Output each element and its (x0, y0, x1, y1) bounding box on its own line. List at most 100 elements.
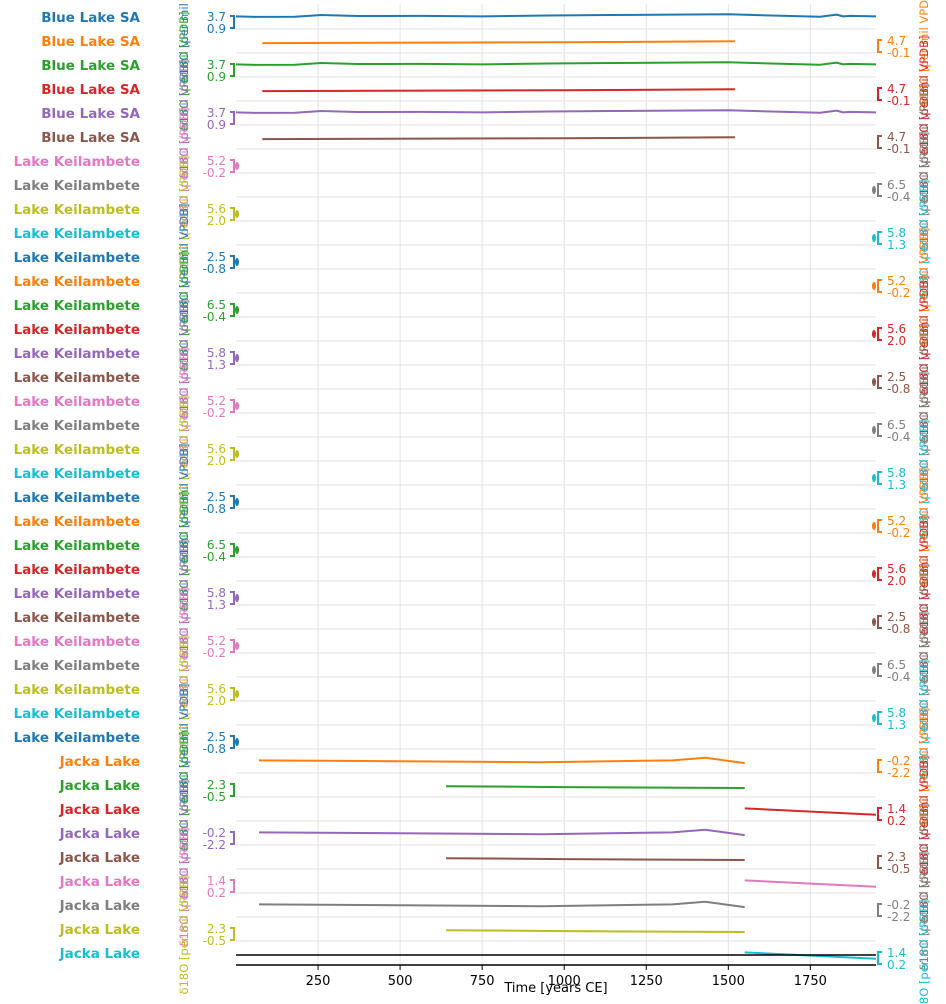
series-name-label: Lake Keilambete (14, 298, 140, 314)
y-tick-min: -2.2 (887, 766, 910, 780)
y-axis-bracket (230, 927, 235, 941)
y-tick-max: 5.8 (207, 586, 226, 600)
y-tick-min: -0.8 (887, 622, 910, 636)
y-axis-bracket (877, 87, 882, 101)
y-tick-min: 2.0 (207, 214, 226, 228)
y-tick-min: 2.0 (887, 334, 906, 348)
series-line (262, 136, 735, 141)
series-name-label: Blue Lake SA (41, 58, 140, 74)
series-stub-marker (235, 690, 239, 698)
y-tick-min: -0.2 (203, 406, 226, 420)
y-unit-label: δ18O [per mil VPDB] (917, 900, 931, 1004)
y-axis-bracket (877, 279, 882, 293)
series-name-label: Jacka Lake (59, 898, 140, 914)
y-axis-bracket (230, 399, 235, 413)
y-unit-label: δ18O [per mil VPDB] (917, 324, 931, 443)
y-unit-label: δ18O [per mil VPDB] (917, 36, 931, 155)
series-name-label: Lake Keilambete (14, 226, 140, 242)
series-stub-marker (235, 450, 239, 458)
y-axis-bracket (230, 111, 235, 125)
y-axis-bracket (877, 903, 882, 917)
series-line (446, 857, 745, 861)
y-tick-max: -0.2 (887, 898, 910, 912)
y-tick-max: 5.2 (207, 154, 226, 168)
series-line (446, 785, 745, 789)
series-stub-marker (235, 210, 239, 218)
y-tick-min: -0.5 (203, 790, 226, 804)
y-tick-min: -0.4 (887, 430, 910, 444)
y-tick-max: 2.5 (207, 490, 226, 504)
series-stub-marker (872, 570, 876, 578)
series-line (235, 109, 877, 114)
series-name-label: Blue Lake SA (41, 82, 140, 98)
series-name-label: Blue Lake SA (41, 10, 140, 26)
y-axis-bracket (230, 15, 235, 29)
series-line (744, 807, 877, 816)
series-name-label: Jacka Lake (59, 754, 140, 770)
y-tick-min: 1.3 (887, 238, 906, 252)
series-stub-marker (235, 546, 239, 554)
series-line (258, 900, 745, 909)
y-tick-max: 6.5 (887, 658, 906, 672)
y-axis-bracket (877, 423, 882, 437)
y-unit-label: δ18O [per mil VPDB] (177, 828, 191, 947)
series-name-label: Lake Keilambete (14, 394, 140, 410)
y-tick-max: 2.5 (207, 250, 226, 264)
series-stub-marker (235, 642, 239, 650)
y-tick-min: 1.3 (207, 598, 226, 612)
y-tick-min: -0.5 (203, 934, 226, 948)
y-tick-min: 2.0 (207, 694, 226, 708)
y-unit-label: δ18O [per mil VPDB] (177, 636, 191, 755)
series-name-label: Lake Keilambete (14, 706, 140, 722)
series-stub-marker (235, 594, 239, 602)
series-name-label: Lake Keilambete (14, 178, 140, 194)
y-unit-label: δ18O [per mil VPDB] (177, 12, 191, 131)
y-unit-label: δ18O [per mil VPDB] (177, 0, 191, 82)
series-stub-marker (872, 522, 876, 530)
series-name-label: Lake Keilambete (14, 514, 140, 530)
series-name-label: Jacka Lake (59, 778, 140, 794)
y-axis-bracket (877, 807, 882, 821)
series-name-label: Lake Keilambete (14, 538, 140, 554)
y-unit-label: δ18O [per mil VPDB] (177, 492, 191, 611)
series-name-label: Lake Keilambete (14, 250, 140, 266)
y-tick-min: 1.3 (887, 478, 906, 492)
y-axis-bracket (230, 303, 235, 317)
y-unit-label: δ18O [per mil VPDB] (917, 516, 931, 635)
y-axis-bracket (877, 39, 882, 53)
y-tick-max: 5.2 (207, 394, 226, 408)
series-name-label: Lake Keilambete (14, 634, 140, 650)
x-axis: 250 500 750 1000 1250 1500 1750 (236, 954, 876, 989)
series-name-label: Lake Keilambete (14, 682, 140, 698)
y-axis-bracket (877, 231, 882, 245)
y-tick-min: -2.2 (887, 910, 910, 924)
series-name-label: Jacka Lake (59, 922, 140, 938)
y-tick-max: 6.5 (887, 178, 906, 192)
x-tick-label: 1000 (548, 974, 581, 989)
series-name-label: Jacka Lake (59, 850, 140, 866)
y-unit-label: δ18O [per mil VPDB] (177, 204, 191, 323)
y-axis-bracket (877, 519, 882, 533)
y-unit-label: δ18O [per mil VPDB] (917, 804, 931, 923)
y-tick-max: 4.7 (887, 82, 906, 96)
y-tick-min: -0.2 (203, 646, 226, 660)
x-tick-label: 500 (388, 974, 413, 989)
y-tick-max: 6.5 (887, 418, 906, 432)
y-unit-label: δ18O [per mil VPDB] (917, 468, 931, 587)
y-axis-bracket (230, 63, 235, 77)
y-tick-min: -0.8 (203, 262, 226, 276)
y-tick-max: 1.4 (887, 946, 906, 960)
y-axis-bracket (230, 351, 235, 365)
series-stub-marker (872, 474, 876, 482)
x-tick-label: 750 (470, 974, 495, 989)
series-name-label: Jacka Lake (59, 946, 140, 962)
y-tick-max: 4.7 (887, 130, 906, 144)
y-tick-min: 0.9 (207, 22, 226, 36)
y-tick-min: -0.8 (887, 382, 910, 396)
y-unit-label: δ18O [per mil VPDB] (177, 444, 191, 563)
x-tick-label: 250 (306, 974, 331, 989)
y-tick-max: 5.2 (887, 274, 906, 288)
y-unit-label: δ18O [per mil VPDB] (917, 756, 931, 875)
y-unit-label: δ18O [per mil VPDB] (917, 660, 931, 779)
